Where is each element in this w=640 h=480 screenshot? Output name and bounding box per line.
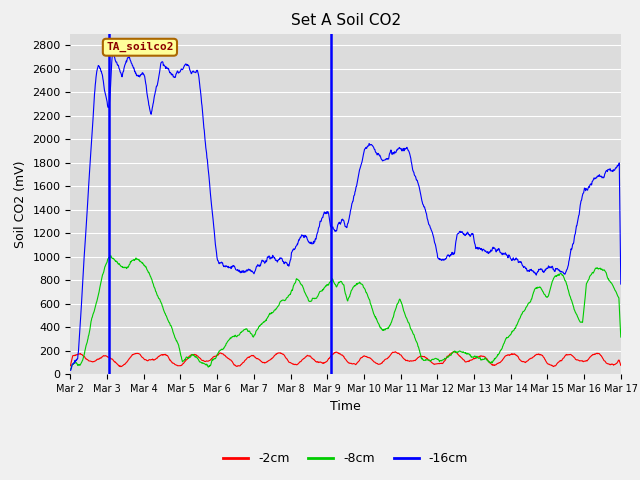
Legend: -2cm, -8cm, -16cm: -2cm, -8cm, -16cm: [218, 447, 473, 470]
Text: TA_soilco2: TA_soilco2: [106, 42, 173, 52]
X-axis label: Time: Time: [330, 400, 361, 413]
Y-axis label: Soil CO2 (mV): Soil CO2 (mV): [14, 160, 27, 248]
Title: Set A Soil CO2: Set A Soil CO2: [291, 13, 401, 28]
